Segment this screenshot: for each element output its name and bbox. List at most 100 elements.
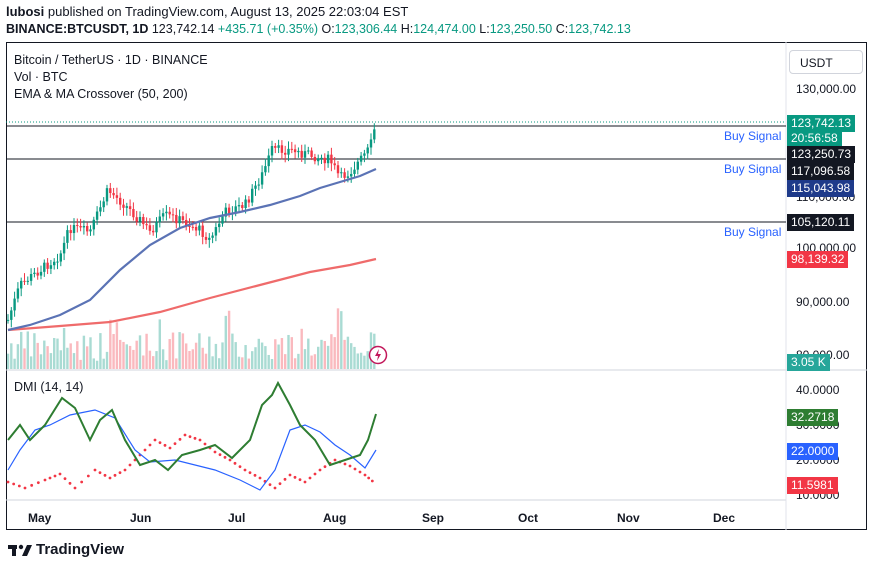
chart-legend: Bitcoin / TetherUS · 1D · BINANCE Vol · … <box>14 52 208 103</box>
time-axis-label: Jul <box>228 511 246 525</box>
candle-body <box>125 206 128 208</box>
low-label: L: <box>479 22 490 36</box>
candle-body <box>194 226 198 231</box>
ohlc-row: BINANCE:BTCUSDT, 1D 123,742.14 +435.71 (… <box>6 22 631 36</box>
candle-body <box>115 195 119 198</box>
adx-tag: 32.2718 <box>787 409 839 426</box>
volume-legend[interactable]: Vol · BTC <box>14 70 68 84</box>
level-tag-3: 105,120.11 <box>787 214 855 231</box>
symbol-title[interactable]: Bitcoin / TetherUS · 1D · BINANCE <box>14 53 208 67</box>
di-minus-dot <box>113 473 117 477</box>
di-minus-dot <box>158 441 162 445</box>
candle-body <box>161 213 165 217</box>
volume-bar <box>366 351 369 369</box>
volume-bar <box>277 344 280 369</box>
dmi-legend[interactable]: DMI (14, 14) <box>14 380 84 394</box>
candle-body <box>198 225 201 231</box>
price-axis-label: 130,000.00 <box>796 82 857 96</box>
volume-bar <box>264 346 267 369</box>
di-minus-dot <box>58 472 62 476</box>
candle-body <box>128 206 132 210</box>
candle-body <box>53 261 56 266</box>
di-minus-dot <box>103 473 107 477</box>
publisher-name[interactable]: lubosi <box>6 4 45 19</box>
candle-body <box>204 236 208 240</box>
candle-body <box>320 157 323 159</box>
volume-bar <box>33 333 36 369</box>
candle-body <box>264 166 267 173</box>
di-minus-dot <box>243 468 247 472</box>
candle-body <box>317 158 320 162</box>
candle-body <box>33 272 36 275</box>
candle-body <box>274 146 277 148</box>
ema-tag: 115,043.98 <box>787 180 855 197</box>
volume-bar <box>326 345 330 369</box>
candle-body <box>82 225 86 228</box>
dmi-axis-label: 40.0000 <box>796 383 840 397</box>
di-minus-dot <box>353 467 357 471</box>
candle-body <box>89 229 92 232</box>
volume-bar <box>241 357 244 369</box>
volume-bar <box>254 347 257 369</box>
volume-bar <box>208 336 211 369</box>
candle-body <box>343 172 346 178</box>
candle-body <box>267 155 270 167</box>
candle-body <box>175 214 178 224</box>
di-minus-dot <box>313 472 317 476</box>
di-minus-dot <box>333 458 337 462</box>
volume-bar <box>53 338 56 369</box>
candle-body <box>46 262 49 269</box>
publish-text: published on TradingView.com, August 13,… <box>47 4 409 19</box>
currency-button[interactable]: USDT <box>789 50 863 74</box>
candle-body <box>310 150 313 157</box>
di-minus-dot <box>203 442 207 446</box>
candle-body <box>185 219 188 227</box>
di-minus-dot <box>298 478 302 482</box>
candle-body <box>132 209 135 218</box>
time-axis-label: Dec <box>713 511 736 525</box>
volume-bar <box>284 354 287 369</box>
volume-bar <box>72 353 76 369</box>
candle-body <box>39 271 43 276</box>
indicator-legend[interactable]: EMA & MA Crossover (50, 200) <box>14 87 188 101</box>
di-minus-dot <box>233 461 237 465</box>
lightning-icon[interactable] <box>368 345 388 370</box>
volume-bar <box>218 358 221 369</box>
volume-bar <box>303 349 307 369</box>
candle-body <box>326 154 330 164</box>
di-minus-dot <box>223 455 227 459</box>
volume-bar <box>92 358 95 369</box>
candle-body <box>270 146 274 156</box>
candle-body <box>72 225 76 234</box>
di-minus-dot <box>178 437 182 441</box>
volume-bar <box>201 347 204 369</box>
di-minus-dot <box>108 476 112 480</box>
candle-body <box>297 150 300 153</box>
di-minus-dot <box>12 482 16 486</box>
candle-body <box>340 172 343 174</box>
candle-body <box>333 163 336 166</box>
candle-body <box>66 230 69 243</box>
price-axis-label: 90,000.00 <box>796 295 850 309</box>
volume-bar <box>336 308 340 369</box>
di-minus-dot <box>63 477 67 481</box>
candle-body <box>79 226 82 228</box>
volume-bar <box>89 337 92 369</box>
candle-body <box>254 185 257 189</box>
volume-bar <box>158 319 161 369</box>
candle-body <box>284 152 287 155</box>
di-minus-dot <box>248 471 252 475</box>
candle-body <box>59 253 62 262</box>
tradingview-logo[interactable]: TradingView <box>8 541 124 558</box>
di-minus-dot <box>367 476 371 480</box>
di-minus-dot <box>17 484 21 488</box>
volume-bar <box>350 343 353 369</box>
volume-bar <box>132 349 135 369</box>
di-minus-dot <box>93 468 97 472</box>
di-minus-dot <box>283 477 287 481</box>
buy-signal-label: Buy Signal <box>724 129 782 143</box>
di-minus-dot <box>80 480 84 484</box>
volume-bar <box>317 346 320 369</box>
close-label: C: <box>555 22 569 36</box>
